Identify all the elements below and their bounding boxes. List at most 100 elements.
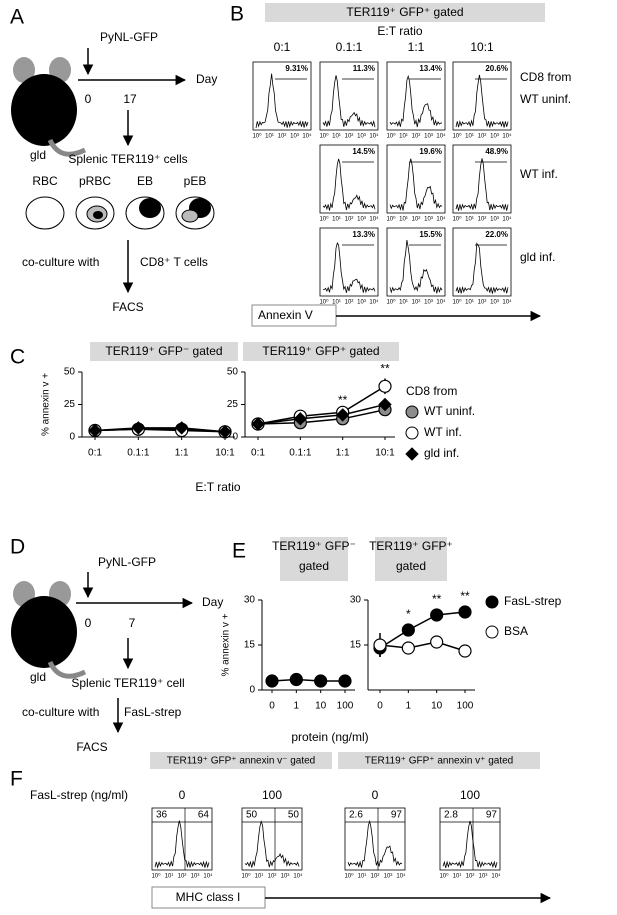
legend-label: gld inf. — [424, 446, 459, 460]
flow-tick-label: 10⁴ — [302, 133, 312, 140]
flow-tick-label: 10⁴ — [369, 133, 379, 140]
flow-plot — [319, 61, 379, 131]
flow-tick-label: 10⁴ — [436, 299, 446, 306]
flow-tick-label: 10⁴ — [502, 299, 512, 306]
x-tick-label: 10:1 — [375, 448, 395, 459]
flow-tick-label: 10⁰ — [386, 133, 396, 140]
flow-tick-label: 10⁰ — [319, 133, 329, 140]
flow-plot — [319, 227, 379, 297]
mouse-label: gld — [30, 148, 46, 162]
condition: 100 — [262, 788, 282, 802]
flow-tick-label: 10⁰ — [452, 133, 462, 140]
legend-label: WT inf. — [424, 425, 462, 439]
coculture-with: CD8⁺ T cells — [140, 255, 208, 269]
flow-tick-label: 10³ — [281, 874, 290, 880]
flow-tick-label: 10³ — [490, 217, 499, 223]
panel-letter: C — [10, 346, 25, 369]
y-tick-label: 0 — [69, 432, 75, 443]
histogram — [389, 240, 443, 294]
gate-percent: 15.5% — [419, 230, 442, 239]
mouse-body — [11, 74, 77, 146]
mouse-body — [11, 596, 77, 668]
flow-tick-label: 10¹ — [332, 300, 341, 306]
coculture-with: FasL-strep — [124, 705, 182, 719]
gate-header-text: TER119⁺ GFP⁺ annexin v⁺ gated — [365, 756, 514, 767]
gate-percent: 13.4% — [419, 64, 442, 73]
marker — [378, 379, 392, 393]
flow-tick-label: 10⁴ — [502, 133, 512, 140]
condition: 0 — [372, 788, 379, 802]
cells-title: Splenic TER119⁺ cells — [68, 152, 187, 166]
histogram — [455, 242, 509, 294]
flow-tick-label: 10¹ — [399, 300, 408, 306]
gate-percent: 13.3% — [352, 230, 375, 239]
flow-tick-label: 10¹ — [265, 134, 274, 140]
marker — [458, 644, 472, 658]
histogram — [322, 242, 376, 294]
significance: ** — [338, 393, 348, 407]
flow-tick-label: 10⁰ — [386, 299, 396, 306]
chart-title: gated — [299, 559, 329, 573]
y-tick-label: 25 — [64, 399, 76, 410]
flow-tick-label: 10³ — [424, 217, 433, 223]
flow-tick-label: 10¹ — [358, 874, 367, 880]
series-line — [379, 641, 466, 652]
series-line — [257, 408, 386, 425]
flow-plot — [252, 61, 312, 131]
injection: PyNL-GFP — [98, 555, 156, 569]
readout: FACS — [76, 740, 107, 754]
y-axis-label: % annexin v + — [221, 613, 232, 676]
axis-label: MHC class I — [176, 890, 241, 904]
nucleus — [139, 198, 161, 218]
flow-tick-label: 10⁴ — [436, 133, 446, 140]
flow-tick-label: 10³ — [191, 874, 200, 880]
legend-marker — [405, 447, 419, 461]
x-tick-label: 1 — [294, 701, 300, 712]
significance: ** — [380, 362, 390, 376]
gate-percent: 20.6% — [485, 64, 508, 73]
marker — [131, 421, 146, 435]
flow-plot — [452, 227, 512, 297]
day: 0 — [85, 616, 92, 630]
gate-header — [265, 3, 545, 22]
flow-tick-label: 10¹ — [465, 300, 474, 306]
flow-tick-label: 10³ — [490, 300, 499, 306]
x-tick-label: 0.1:1 — [127, 448, 150, 459]
y-tick-label: 25 — [227, 399, 239, 410]
histogram — [347, 819, 403, 868]
flow-tick-label: 10¹ — [465, 217, 474, 223]
marker — [378, 397, 392, 412]
flow-tick-label: 10² — [412, 300, 421, 306]
marker — [373, 638, 387, 652]
flow-tick-label: 10¹ — [332, 217, 341, 223]
flow-tick-label: 10⁴ — [203, 873, 213, 880]
mouse-tail — [47, 138, 87, 157]
y-tick-label: 30 — [350, 595, 362, 606]
chart-title-box — [375, 537, 447, 581]
quadrant-value: 50 — [246, 810, 258, 821]
gate-header-text: TER119⁺ GFP⁺ annexin v⁻ gated — [167, 756, 316, 767]
flow-tick-label: 10² — [345, 134, 354, 140]
histogram — [322, 158, 376, 211]
flow-tick-label: 10³ — [290, 134, 299, 140]
marker — [174, 421, 189, 435]
marker — [338, 674, 352, 688]
marker — [401, 623, 415, 637]
chart-title: TER119⁺ GFP⁻ — [272, 539, 356, 553]
legend-label: FasL-strep — [504, 594, 562, 608]
series-line — [257, 385, 386, 425]
flow-plot — [241, 807, 303, 871]
flow-tick-label: 10⁰ — [452, 216, 462, 223]
panel-a: A PyNL-GFP Day 0 17 gld Splenic TER119⁺ … — [10, 6, 217, 315]
x-axis-label: E:T ratio — [195, 480, 240, 494]
flow-plot — [386, 61, 446, 131]
panel-letter: A — [10, 6, 24, 29]
y-tick-label: 50 — [64, 367, 76, 378]
chart-title-box — [280, 537, 348, 581]
flow-tick-label: 10³ — [357, 300, 366, 306]
chart-title-box — [243, 342, 399, 361]
histogram — [255, 73, 309, 129]
quadrant-value: 2.8 — [444, 810, 458, 821]
x-tick-label: 10:1 — [215, 448, 235, 459]
